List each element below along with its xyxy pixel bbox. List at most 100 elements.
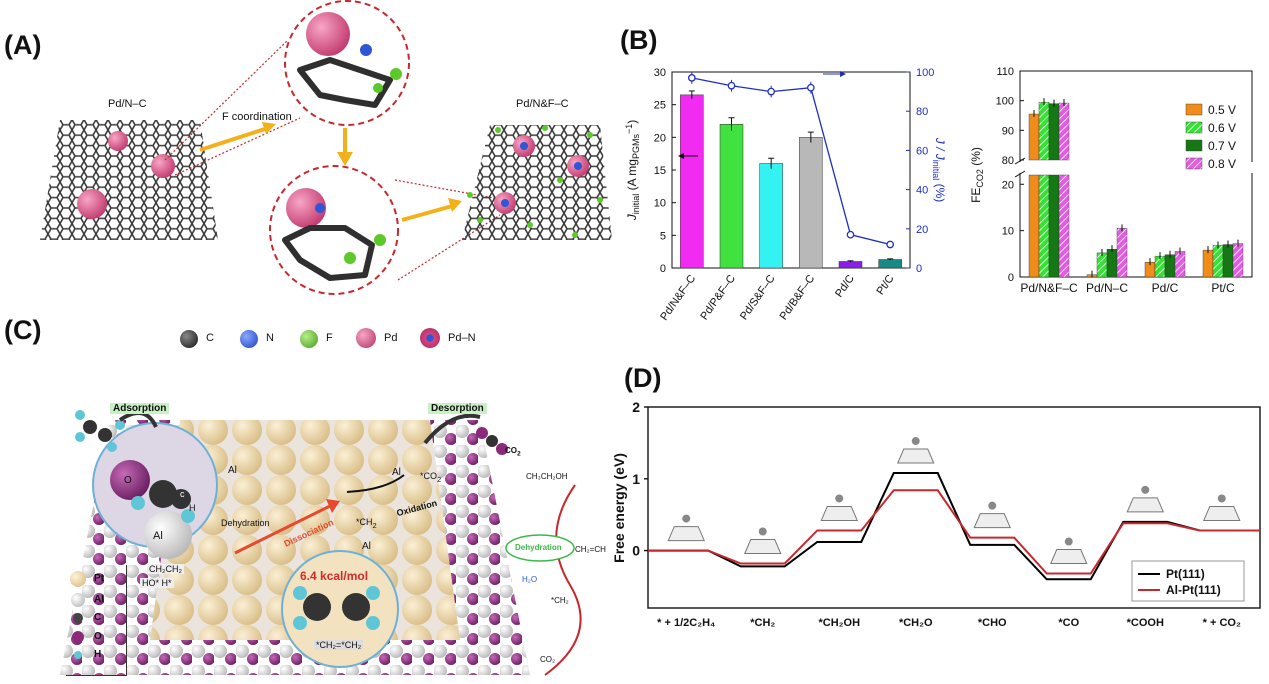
x-tick-label-0: * + 1/2C₂H₄ xyxy=(657,617,715,629)
pt-cluster-icon-4 xyxy=(973,513,1012,529)
legend-swatch-0 xyxy=(1185,103,1203,116)
x-tick-label-1: Pd/P&F–C xyxy=(698,273,738,322)
adsorbate-atom-icon-7 xyxy=(1217,494,1226,503)
legend-swatch-1 xyxy=(1185,121,1203,134)
label-c-circle: c xyxy=(180,489,185,499)
adsorbate-atom-icon-6 xyxy=(1141,485,1150,494)
y-axis-title: FECO2 (%) xyxy=(969,147,985,203)
y-tick-label-4: 20 xyxy=(654,132,666,144)
y-tick-label-5: 25 xyxy=(654,100,666,112)
retention-point-4 xyxy=(846,230,855,239)
arrow-f-coordination xyxy=(199,126,269,152)
pt-cluster-icon-7 xyxy=(1202,505,1241,521)
panel-c-illustration xyxy=(60,410,582,676)
chart-b-left: 0 5 10 15 20 25 30 0 20 40 60 80 100 Pd/N&F–C Pd/P&F–C… xyxy=(624,67,947,323)
legend-pd-n: Pd–N xyxy=(448,332,476,344)
y2-tick-label-1: 20 xyxy=(916,224,928,236)
retention-point-3 xyxy=(806,83,815,92)
label-al-3: Al xyxy=(362,541,371,552)
bar-lower-0-2 xyxy=(1048,174,1060,278)
y-tick-label-5: 100 xyxy=(996,96,1014,108)
x-tick-label-7: * + CO₂ xyxy=(1203,617,1241,629)
label-co2-star: *CO2 xyxy=(420,471,442,484)
bar-2-3 xyxy=(1174,251,1186,278)
dissociation-arrow xyxy=(234,503,333,555)
y-tick-label-6: 110 xyxy=(996,66,1014,78)
graphene-sheet-right xyxy=(462,125,612,240)
y2-axis-title: J / Jinitial (%) xyxy=(931,137,947,203)
x-tick-label-3: *CH₂O xyxy=(899,617,933,629)
bar-3-2 xyxy=(1222,244,1234,278)
bar-4 xyxy=(838,261,863,269)
pd-clusters-left xyxy=(77,131,175,219)
y-tick-label-0: 0 xyxy=(660,263,666,275)
y2-tick-label-4: 80 xyxy=(916,106,928,118)
pt-cluster-icon-0 xyxy=(667,526,706,542)
adsorbate-atom-icon-3 xyxy=(911,437,920,446)
legend-n: N xyxy=(266,332,274,344)
legend-c-al: Al xyxy=(94,594,104,605)
bar-1 xyxy=(719,124,744,269)
label-path-ch2ch: CH₂=CH xyxy=(575,545,606,554)
label-al-2: Al xyxy=(392,467,401,478)
dehydration-ellipse xyxy=(505,534,575,562)
label-ch2-ch2: *CH₂=*CH₂ xyxy=(314,640,364,650)
x-tick-label-5: Pt/C xyxy=(875,273,897,297)
legend-c-pt: Pt xyxy=(94,573,104,584)
label-pd-n-f-c: Pd/N&F–C xyxy=(516,98,569,110)
y-tick-label-6: 30 xyxy=(654,67,666,79)
panel-label-b: (B) xyxy=(620,25,658,55)
x-tick-label-3: Pd/B&F–C xyxy=(778,273,818,322)
pt-cluster-icon-2 xyxy=(820,505,859,521)
graphene-sheet-left xyxy=(40,120,218,240)
energy-line-0 xyxy=(648,472,1260,581)
y2-tick-label-5: 100 xyxy=(916,67,934,79)
y2-tick-label-2: 40 xyxy=(916,185,928,197)
bar-0 xyxy=(680,94,704,269)
bar-1-3 xyxy=(1116,228,1128,278)
bar-3-3 xyxy=(1232,243,1244,278)
x-tick-label-4: *CHO xyxy=(978,617,1007,629)
label-path-h2o: H₂O xyxy=(522,575,538,584)
ethanol-molecule xyxy=(75,410,125,452)
panel-a-illustration xyxy=(40,0,612,295)
bar-3-1 xyxy=(1212,245,1224,278)
label-al-circle: Al xyxy=(153,530,163,542)
y-tick-label-1: 1 xyxy=(632,471,640,487)
bar-0-3 xyxy=(1058,102,1070,161)
adsorbate-atom-icon-4 xyxy=(988,501,997,510)
legend-label-1: Al-Pt(111) xyxy=(1166,583,1221,597)
label-path-ethanol: CH₃CH₂OH xyxy=(526,472,568,481)
co2-molecule xyxy=(476,427,508,455)
y-tick-label-2: 20 xyxy=(1002,179,1014,191)
axis-break-mark xyxy=(1014,157,1026,165)
y-tick-label-2: 2 xyxy=(632,399,640,415)
pd-n-clusters-right xyxy=(494,135,589,214)
o-sphere-icon xyxy=(72,631,84,643)
legend-label-0: Pt(111) xyxy=(1166,567,1205,581)
desorption-arrow xyxy=(423,413,481,445)
legend-label-1: 0.6 V xyxy=(1208,121,1236,135)
oxidation-arrow xyxy=(346,474,405,493)
x-tick-label-2: Pd/C xyxy=(1152,281,1179,295)
label-desorption: Desorption xyxy=(428,403,487,414)
retention-point-1 xyxy=(727,81,736,90)
x-tick-label-0: Pd/N&F–C xyxy=(1020,281,1078,295)
panel-label-d: (D) xyxy=(624,363,662,393)
al-sphere-icon xyxy=(71,593,85,607)
y-tick-label-3: 15 xyxy=(654,165,666,177)
panel-label-a: (A) xyxy=(4,30,42,60)
pd-cluster-icon xyxy=(356,328,376,348)
y-tick-label-2: 10 xyxy=(654,198,666,210)
label-adsorption: Adsorption xyxy=(110,403,170,414)
y2-tick-label-3: 60 xyxy=(916,145,928,157)
plot-frame xyxy=(671,71,911,269)
legend-c-c: C xyxy=(94,612,102,623)
label-ho-h: HO* H* xyxy=(140,578,174,588)
y-tick-label-3: 80 xyxy=(1002,155,1014,167)
axis-break-mark xyxy=(1014,170,1026,178)
atom-legend: C N F Pd Pd–N xyxy=(180,328,500,350)
legend-f: F xyxy=(326,332,333,344)
label-path-co2: CO₂ xyxy=(540,655,556,664)
bar-lower-0-1 xyxy=(1038,174,1050,278)
